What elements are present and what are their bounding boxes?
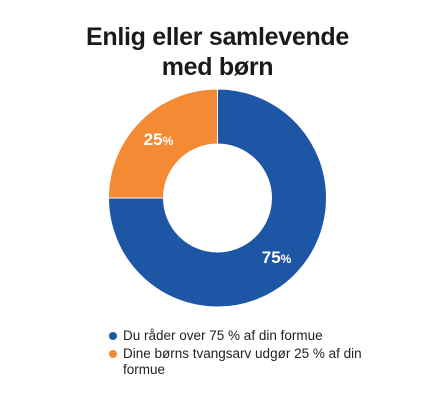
donut-label-1: 25% bbox=[144, 130, 174, 149]
donut-label-0: 75% bbox=[262, 248, 292, 267]
legend-item-inheritance: Dine børns tvangsarv udgør 25 % af din f… bbox=[109, 346, 379, 378]
chart-title: Enlig eller samlevende med børn bbox=[0, 22, 435, 82]
legend: Du råder over 75 % af din formue Dine bø… bbox=[109, 328, 379, 380]
legend-dot-orange bbox=[109, 350, 117, 358]
legend-label-owned: Du råder over 75 % af din formue bbox=[123, 328, 323, 343]
donut-slice-0 bbox=[107, 88, 327, 308]
chart-title-line-1: Enlig eller samlevende bbox=[86, 23, 349, 51]
legend-dot-blue bbox=[109, 332, 117, 340]
legend-label-inheritance: Dine børns tvangsarv udgør 25 % af din f… bbox=[123, 346, 362, 377]
chart-title-line-2: med børn bbox=[161, 53, 274, 81]
legend-item-owned: Du råder over 75 % af din formue bbox=[109, 328, 379, 344]
donut-slice-1 bbox=[107, 88, 218, 199]
